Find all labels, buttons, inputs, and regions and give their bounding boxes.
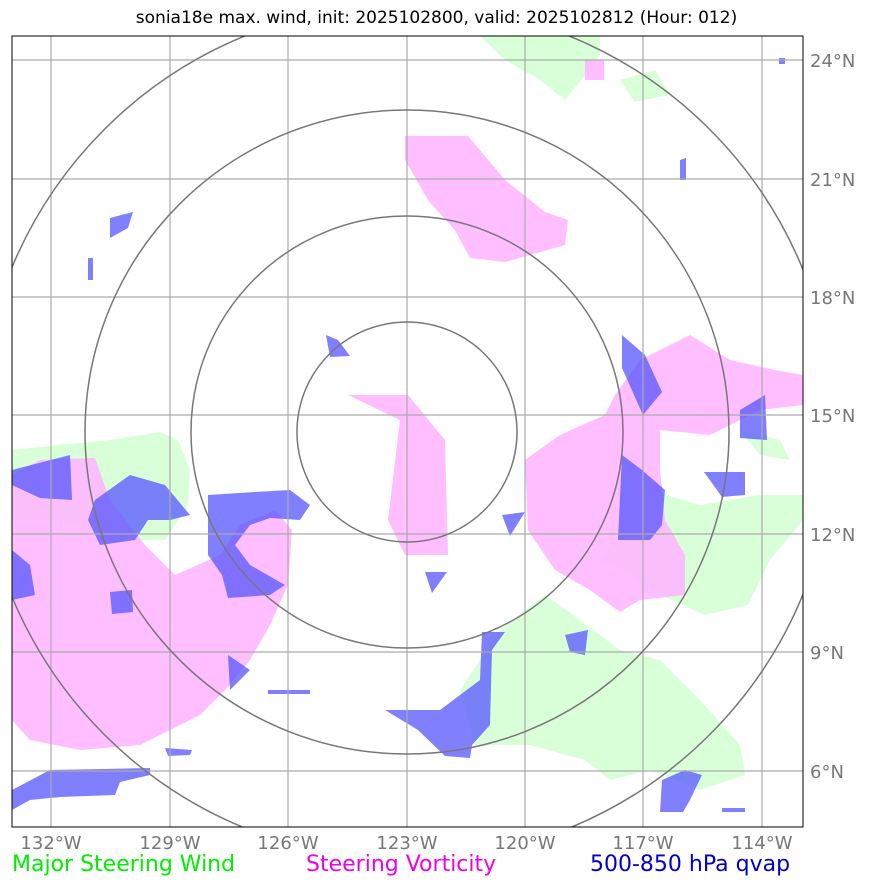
legend-steering-vorticity: Steering Vorticity bbox=[306, 852, 497, 877]
lat-label: 6°N bbox=[810, 762, 844, 783]
lon-label: 129°W bbox=[139, 833, 200, 854]
lon-label: 120°W bbox=[494, 833, 555, 854]
lon-label: 126°W bbox=[257, 833, 318, 854]
map-frame bbox=[11, 35, 804, 828]
lat-label: 15°N bbox=[810, 406, 855, 427]
lat-label: 12°N bbox=[810, 525, 855, 546]
legend-qvap: 500-850 hPa qvap bbox=[590, 852, 791, 877]
lat-label: 9°N bbox=[810, 643, 844, 664]
legend-steering-wind: Major Steering Wind bbox=[12, 852, 236, 877]
lon-label: 123°W bbox=[376, 833, 437, 854]
lat-label: 18°N bbox=[810, 288, 855, 309]
lat-label: 21°N bbox=[810, 170, 855, 191]
lon-label: 114°W bbox=[731, 833, 792, 854]
graticule bbox=[12, 36, 803, 827]
lon-label: 117°W bbox=[612, 833, 673, 854]
range-rings bbox=[12, 36, 803, 827]
longitude-labels: 132°W 129°W 126°W 123°W 120°W 117°W 114°… bbox=[20, 833, 792, 854]
lon-label: 132°W bbox=[20, 833, 81, 854]
latitude-labels: 24°N 21°N 18°N 15°N 12°N 9°N 6°N bbox=[810, 51, 855, 783]
qvap-layer bbox=[12, 58, 785, 812]
map-title: sonia18e max. wind, init: 2025102800, va… bbox=[135, 8, 738, 28]
steering-vorticity-layer bbox=[12, 60, 803, 750]
lat-label: 24°N bbox=[810, 51, 855, 72]
